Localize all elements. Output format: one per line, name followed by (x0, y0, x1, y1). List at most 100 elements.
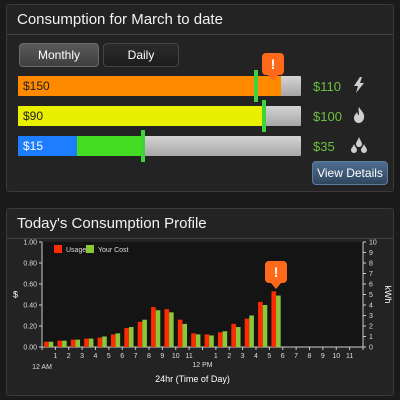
gas-budget-label: $90 (23, 109, 44, 123)
water-marker (140, 130, 145, 162)
tab-monthly[interactable]: Monthly (19, 43, 99, 67)
divider (7, 238, 393, 239)
cost-bar (262, 305, 268, 347)
x-tick-label: 2 (67, 353, 71, 360)
x-tick-label: 9 (160, 353, 164, 360)
x-tick-label: 11 (346, 353, 353, 360)
x-tick-label: 10 (332, 353, 340, 360)
usage-bar (151, 307, 156, 347)
electricity-bar: $150 (18, 70, 301, 102)
x-tick-label: 8 (308, 353, 312, 360)
y-tick-label-right: 5 (369, 292, 373, 299)
y-axis-label-left: $ (13, 290, 18, 300)
x-axis-label: 24hr (Time of Day) (155, 374, 230, 384)
x-tick-label: 3 (241, 353, 245, 360)
x-tick-label: 2 (227, 353, 231, 360)
cost-bar (115, 333, 121, 347)
view-details-button[interactable]: View Details (312, 161, 388, 185)
gas-fill (18, 106, 265, 126)
water-budget-label: $15 (23, 139, 44, 153)
cost-bar (182, 323, 188, 347)
x-tick-label: 12 PM (192, 362, 212, 369)
y-tick-label-left: 0.00 (23, 345, 37, 352)
y-axis-label-right: kWh (383, 286, 393, 304)
y-tick-label-right: 7 (369, 271, 373, 278)
usage-bar (164, 309, 170, 347)
gas-bar: $90 (18, 100, 301, 132)
cost-bar (222, 331, 228, 347)
electricity-marker (253, 70, 258, 102)
cost-bar (209, 335, 214, 347)
usage-bar (84, 338, 89, 347)
x-tick-label: 9 (321, 353, 325, 360)
usage-bar (177, 319, 183, 347)
usage-bar (137, 321, 143, 347)
y-tick-label-left: 1.00 (23, 240, 37, 247)
y-tick-label-right: 9 (369, 250, 373, 257)
electricity-budget-label: $150 (23, 79, 50, 93)
panel-title: Today's Consumption Profile (17, 215, 207, 232)
cost-bar (195, 334, 201, 347)
usage-bar (244, 318, 250, 347)
x-tick-label: 7 (294, 353, 298, 360)
y-tick-label-left: 0.80 (23, 261, 37, 268)
cost-bar (142, 319, 147, 347)
legend-swatch-cost (86, 245, 94, 253)
monthly-consumption-panel: Consumption for March to date Monthly Da… (6, 4, 394, 192)
tab-daily[interactable]: Daily (103, 43, 179, 67)
x-tick-label: 1 (53, 353, 57, 360)
x-tick-label: 4 (254, 353, 258, 360)
electricity-alert-badge[interactable]: ! (262, 53, 284, 75)
legend-label-usage: Usage (66, 247, 86, 254)
usage-bar (271, 291, 277, 347)
y-tick-label-right: 0 (369, 345, 373, 352)
cost-bar (62, 340, 67, 347)
usage-bar (97, 337, 103, 347)
usage-bar (204, 334, 210, 347)
cost-bar (128, 327, 134, 347)
x-tick-label: 10 (172, 353, 180, 360)
x-tick-label: 5 (267, 353, 271, 360)
electricity-fill (18, 76, 282, 96)
y-tick-label-right: 1 (369, 334, 373, 341)
usage-bar (124, 328, 129, 347)
usage-bar (110, 334, 116, 347)
alert-pointer (271, 283, 282, 290)
water-projected-fill (77, 136, 143, 156)
panel-title: Consumption for March to date (17, 11, 223, 28)
alert-pointer (268, 75, 278, 81)
y-tick-label-right: 8 (369, 261, 373, 268)
usage-alert-badge[interactable]: ! (265, 261, 288, 284)
x-tick-label: 1 (214, 353, 218, 360)
usage-bar (44, 341, 49, 347)
usage-bar (57, 340, 63, 347)
usage-bar (70, 339, 76, 347)
usage-bar (217, 332, 223, 347)
x-tick-label: 6 (281, 353, 285, 360)
legend-label-cost: Your Cost (98, 247, 129, 254)
cost-bar (249, 315, 254, 347)
usage-bar (258, 301, 263, 347)
y-tick-label-left: 0.20 (23, 324, 37, 331)
cost-bar (169, 312, 174, 347)
x-start-label: 12 AM (32, 364, 52, 371)
cost-bar (235, 327, 241, 347)
flame-icon (354, 107, 365, 123)
gas-marker (262, 100, 267, 132)
y-tick-label-right: 3 (369, 313, 373, 320)
y-tick-label-left: 0.40 (23, 303, 37, 310)
y-tick-label-left: 0.60 (23, 282, 37, 289)
usage-bar (191, 333, 196, 347)
water-bar: $15 (18, 130, 301, 162)
y-tick-label-right: 2 (369, 324, 373, 331)
cost-bar (276, 295, 281, 347)
lightning-icon (354, 77, 364, 93)
legend-swatch-usage (54, 245, 62, 253)
x-tick-label: 7 (134, 353, 138, 360)
y-tick-label-right: 4 (369, 303, 373, 310)
cost-bar (88, 338, 94, 347)
x-tick-label: 3 (80, 353, 84, 360)
gas-cost-value: $100 (313, 109, 342, 124)
y-tick-label-right: 10 (369, 240, 377, 247)
plot-background (42, 242, 363, 347)
